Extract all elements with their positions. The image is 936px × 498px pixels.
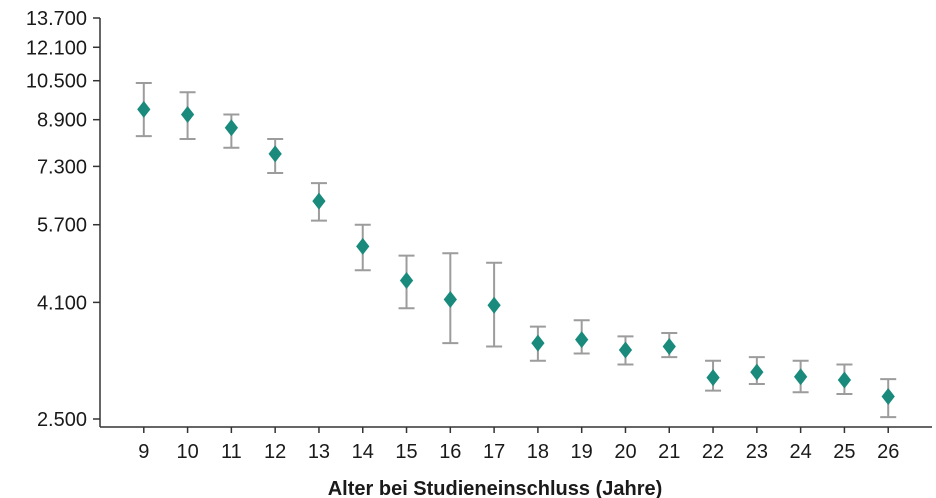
x-tick-label: 13	[308, 441, 330, 463]
data-point-diamond	[443, 291, 457, 309]
x-tick-label: 21	[658, 441, 680, 463]
x-tick-label: 20	[614, 441, 636, 463]
error-bars	[135, 81, 897, 419]
data-point-diamond	[750, 363, 764, 381]
data-markers	[137, 100, 895, 406]
x-tick-label: 16	[439, 441, 461, 463]
data-point-diamond	[268, 145, 282, 163]
data-point-diamond	[531, 334, 545, 352]
data-point-diamond	[837, 371, 852, 389]
y-tick-label: 12.100	[26, 37, 87, 59]
data-point-diamond	[794, 368, 808, 386]
y-tick-label: 2.500	[37, 409, 87, 431]
y-tick-label: 8.900	[37, 110, 87, 132]
x-tick-label: 10	[176, 441, 198, 463]
data-point-diamond	[312, 192, 326, 210]
x-tick-label: 15	[395, 441, 417, 463]
data-point-diamond	[618, 341, 633, 359]
data-point-diamond	[356, 237, 370, 255]
data-point-diamond	[575, 331, 589, 349]
data-point-diamond	[662, 338, 676, 356]
x-axis: 9 10 11 12 13 14 15 16 17 18 19 20 21 22 23 24 25 26	[100, 426, 932, 463]
x-tick-label: 14	[352, 441, 374, 463]
y-axis: 2.500 4.100 5.700 7.300 8.900 10.500 12.100 13.…	[26, 8, 101, 431]
x-tick-label: 11	[221, 441, 242, 463]
x-tick-label: 26	[877, 441, 899, 463]
data-point-diamond	[706, 369, 720, 387]
data-point-diamond	[180, 105, 195, 123]
data-point-diamond	[399, 271, 414, 289]
y-tick-label: 7.300	[37, 156, 87, 178]
x-tick-label: 17	[483, 441, 505, 463]
y-tick-label: 13.700	[26, 8, 87, 30]
x-tick-label: 18	[527, 441, 549, 463]
y-tick-label: 10.500	[26, 71, 87, 93]
x-tick-label: 9	[138, 441, 149, 463]
x-tick-label: 23	[746, 441, 768, 463]
x-tick-label: 19	[571, 441, 593, 463]
y-tick-label: 4.100	[37, 292, 87, 314]
x-tick-label: 24	[790, 441, 812, 463]
y-tick-label: 5.700	[37, 215, 87, 237]
data-point-diamond	[487, 296, 501, 314]
x-tick-label: 22	[702, 441, 724, 463]
x-tick-label: 12	[264, 441, 286, 463]
x-axis-title: Alter bei Studieneinschluss (Jahre)	[328, 478, 663, 498]
data-point-diamond	[224, 119, 238, 137]
x-tick-label: 25	[833, 441, 855, 463]
data-point-diamond	[881, 388, 895, 406]
data-point-diamond	[137, 100, 151, 118]
